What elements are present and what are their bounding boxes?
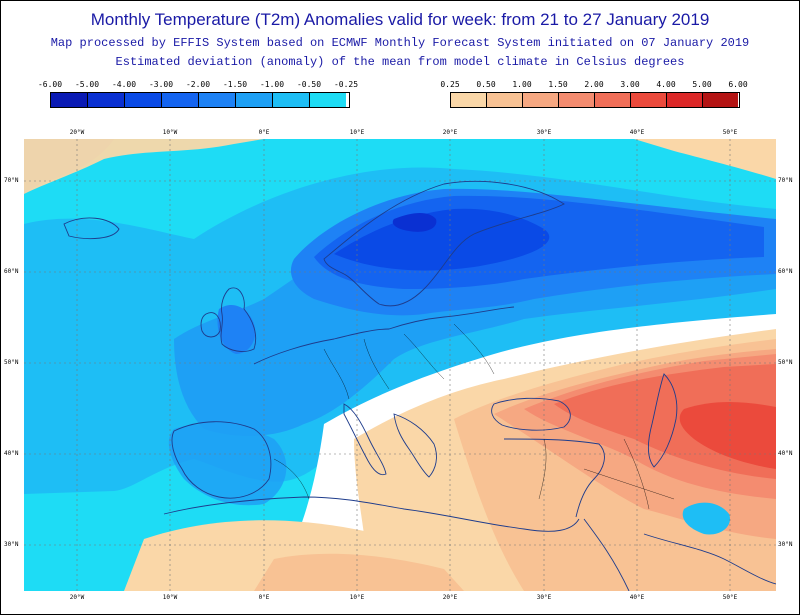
legend-cold-swatch	[88, 93, 125, 107]
legend-cold-label: -2.00	[185, 80, 211, 89]
legend-warm-label: 0.50	[476, 80, 496, 89]
field-warm-nafrica-2	[254, 553, 464, 591]
legend-cold-label: -6.00	[37, 80, 63, 89]
legend-cold-label: -1.50	[222, 80, 248, 89]
anomaly-map-canvas	[24, 139, 776, 591]
country-borders	[273, 323, 675, 510]
legend-cold-swatch	[310, 93, 346, 107]
legend-warm-label: 2.00	[584, 80, 604, 89]
map-subtitle-units: Estimated deviation (anomaly) of the mea…	[115, 55, 685, 69]
legend-cold-label: -0.50	[296, 80, 322, 89]
longitude-label: 10°W	[162, 129, 178, 136]
legend-cold-swatch	[162, 93, 199, 107]
legend-cold-label: -1.00	[259, 80, 285, 89]
latitude-label: 60°N	[778, 268, 793, 275]
legend-warm-label: 1.50	[548, 80, 568, 89]
legend-warm-swatch	[703, 93, 738, 107]
legend-cold-label: -4.00	[111, 80, 137, 89]
legend-cold-swatch	[51, 93, 88, 107]
legend-warm-swatch	[559, 93, 595, 107]
latitude-label: 50°N	[778, 359, 793, 366]
longitude-label: 20°E	[442, 594, 458, 601]
latitude-label: 40°N	[4, 450, 19, 457]
longitude-label: 40°E	[629, 594, 645, 601]
legend-cold-swatch	[125, 93, 162, 107]
legend-cold-label: -0.25	[333, 80, 359, 89]
longitude-label: 30°E	[536, 129, 552, 136]
longitude-label: 20°W	[69, 129, 85, 136]
legend-cold-swatch	[236, 93, 273, 107]
latitude-label: 70°N	[778, 177, 793, 184]
field-warm-arctic	[634, 139, 776, 179]
legend-warm-swatch	[595, 93, 631, 107]
latitude-label: 50°N	[4, 359, 19, 366]
longitude-label: 20°W	[69, 594, 85, 601]
longitude-label: 0°E	[258, 129, 270, 136]
map-subtitle-source: Map processed by EFFIS System based on E…	[50, 36, 750, 50]
longitude-label: 10°E	[349, 129, 365, 136]
longitude-label: 30°E	[536, 594, 552, 601]
legend-warm-label: 0.25	[440, 80, 460, 89]
legend-warm-swatch	[667, 93, 703, 107]
legend-warm-swatch	[523, 93, 559, 107]
longitude-label: 10°W	[162, 594, 178, 601]
anomaly-map: 20°W 10°W 0°E 10°E 20°E 30°E 40°E 50°E 20°W 10°W…	[4, 129, 792, 601]
field-cold-uk	[217, 304, 256, 354]
legend-warm-bar	[450, 92, 740, 108]
legend-cold-bar	[50, 92, 350, 108]
field-warm-300	[679, 402, 776, 469]
latitude-label: 70°N	[4, 177, 19, 184]
longitude-label: 20°E	[442, 129, 458, 136]
longitude-label: 40°E	[629, 129, 645, 136]
legend-warm-swatch	[487, 93, 523, 107]
field-cold-5	[334, 208, 550, 271]
legend-warm-label: 1.00	[512, 80, 532, 89]
legend-warm-label: 3.00	[620, 80, 640, 89]
legend-cold-swatch	[199, 93, 236, 107]
map-title: Monthly Temperature (T2m) Anomalies vali…	[90, 10, 710, 29]
latitude-label: 30°N	[778, 541, 793, 548]
field-cold-se	[682, 502, 730, 535]
latitude-label: 60°N	[4, 268, 19, 275]
field-warm-nw	[24, 139, 264, 194]
latitude-label: 40°N	[778, 450, 793, 457]
legend-cold-label: -5.00	[74, 80, 100, 89]
legend-cold-swatch	[273, 93, 310, 107]
coastlines	[63, 180, 776, 591]
legend-warm: 0.25 0.50 1.00 1.50 2.00 3.00 4.00 5.00 6.00	[440, 80, 750, 110]
legend-warm-label: 5.00	[692, 80, 712, 89]
graticule	[24, 139, 776, 591]
legend-warm-swatch	[631, 93, 667, 107]
legend-warm-swatch	[451, 93, 487, 107]
longitude-label: 10°E	[349, 594, 365, 601]
longitude-label: 0°E	[258, 594, 270, 601]
legend-cold-labels: -6.00 -5.00 -4.00 -3.00 -2.00 -1.50 -1.00 -0.50…	[38, 80, 358, 91]
field-cold-6	[392, 213, 437, 232]
longitude-label: 50°E	[722, 594, 738, 601]
legend-warm-label: 4.00	[656, 80, 676, 89]
legend-warm-label: 6.00	[728, 80, 748, 89]
legend-cold-label: -3.00	[148, 80, 174, 89]
longitude-label: 50°E	[722, 129, 738, 136]
field-cold-iberia	[168, 423, 287, 506]
legend-warm-labels: 0.25 0.50 1.00 1.50 2.00 3.00 4.00 5.00 6.00	[440, 80, 750, 91]
legend-cold: -6.00 -5.00 -4.00 -3.00 -2.00 -1.50 -1.00 -0.50…	[38, 80, 358, 110]
latitude-label: 30°N	[4, 541, 19, 548]
